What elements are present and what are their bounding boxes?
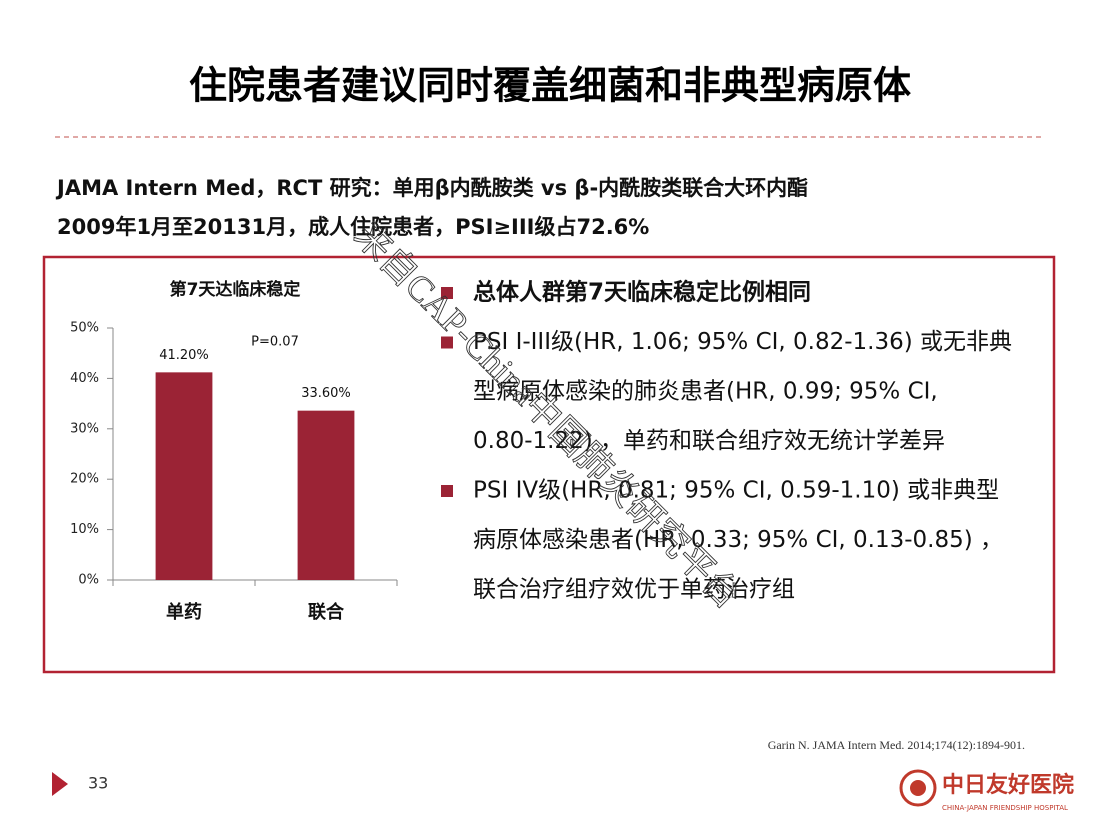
slide-title: 住院患者建议同时覆盖细菌和非典型病原体	[189, 64, 911, 108]
bullet-marker	[441, 336, 453, 349]
bullet-text: 0.80-1.22) ，单药和联合组疗效无统计学差异	[473, 428, 945, 454]
y-tick-label: 30%	[70, 421, 99, 436]
bullet-marker	[441, 287, 453, 299]
y-tick-label: 20%	[70, 472, 99, 487]
citation: Garin N. JAMA Intern Med. 2014;174(12):1…	[768, 738, 1025, 752]
bullet-text: PSI IV级(HR, 0.81; 95% CI, 0.59-1.10) 或非典…	[473, 478, 999, 504]
subtitle: 2009年1月至20131月，成人住院患者，PSI≥III级占72.6%	[57, 215, 649, 239]
logo-english: CHINA-JAPAN FRIENDSHIP HOSPITAL	[942, 804, 1068, 812]
bullet-text: 总体人群第7天临床稳定比例相同	[473, 279, 811, 306]
y-tick-label: 10%	[70, 522, 99, 537]
bar	[297, 410, 355, 580]
chart: 第7天达临床稳定 P=0.07 0% 10% 20% 30% 40% 50% 单药 41.20% 联…	[70, 279, 398, 623]
bar	[155, 372, 213, 580]
y-tick-label: 40%	[70, 371, 99, 386]
x-tick-label: 单药	[166, 601, 202, 623]
bullet-text: 联合治疗组疗效优于单药治疗组	[473, 577, 795, 603]
logo-icon	[899, 769, 937, 807]
y-tick-label: 0%	[78, 573, 99, 588]
value-label: 33.60%	[301, 386, 351, 401]
subtitle: JAMA Intern Med，RCT 研究：单用β内酰胺类 vs β-内酰胺类…	[55, 176, 808, 200]
watermark: 来自CAP-China中国肺炎研究平台	[347, 215, 749, 617]
bullet-list: 总体人群第7天临床稳定比例相同 PSI I-III级(HR, 1.06; 95% …	[441, 279, 1012, 603]
y-tick-label: 50%	[70, 321, 99, 336]
bullet-text: PSI I-III级(HR, 1.06; 95% CI, 0.82-1.36) …	[473, 329, 1012, 355]
x-tick-label: 联合	[308, 601, 345, 623]
bullet-text: 型病原体感染的肺炎患者(HR, 0.99; 95% CI,	[473, 379, 938, 405]
page-marker	[52, 772, 68, 796]
value-label: 41.20%	[159, 348, 209, 363]
page-number: 33	[88, 774, 108, 793]
logo-icon	[910, 780, 926, 796]
annotation: P=0.07	[251, 335, 299, 350]
chart-title: 第7天达临床稳定	[170, 279, 301, 300]
bullet-marker	[441, 485, 453, 497]
bullet-text: 病原体感染患者(HR, 0.33; 95% CI, 0.13-0.85) ，	[473, 527, 1003, 553]
content-box	[42, 255, 1056, 674]
logo-name: 中日友好医院	[942, 772, 1074, 798]
